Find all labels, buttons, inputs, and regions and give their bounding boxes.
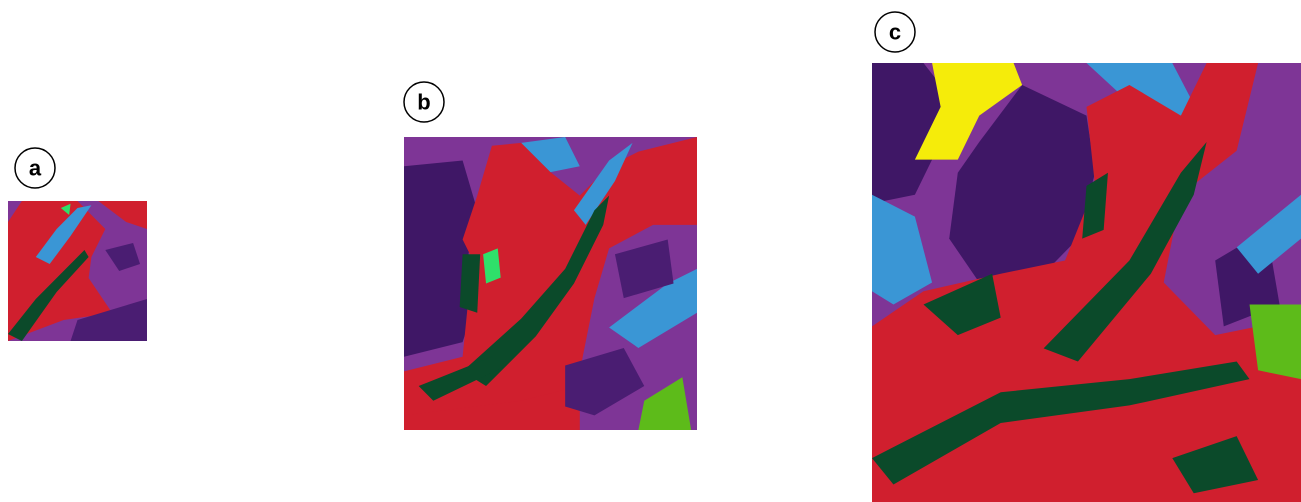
panel-label: c (889, 20, 901, 45)
region-dark-green (460, 254, 481, 313)
panel-label: b (417, 90, 430, 115)
map-b (404, 137, 697, 430)
page: a b c (0, 0, 1301, 502)
region-light-green (483, 248, 501, 283)
map-a (8, 201, 147, 341)
map-c (872, 63, 1301, 502)
panel-label: a (29, 156, 42, 181)
figure: a b c (0, 0, 1301, 502)
